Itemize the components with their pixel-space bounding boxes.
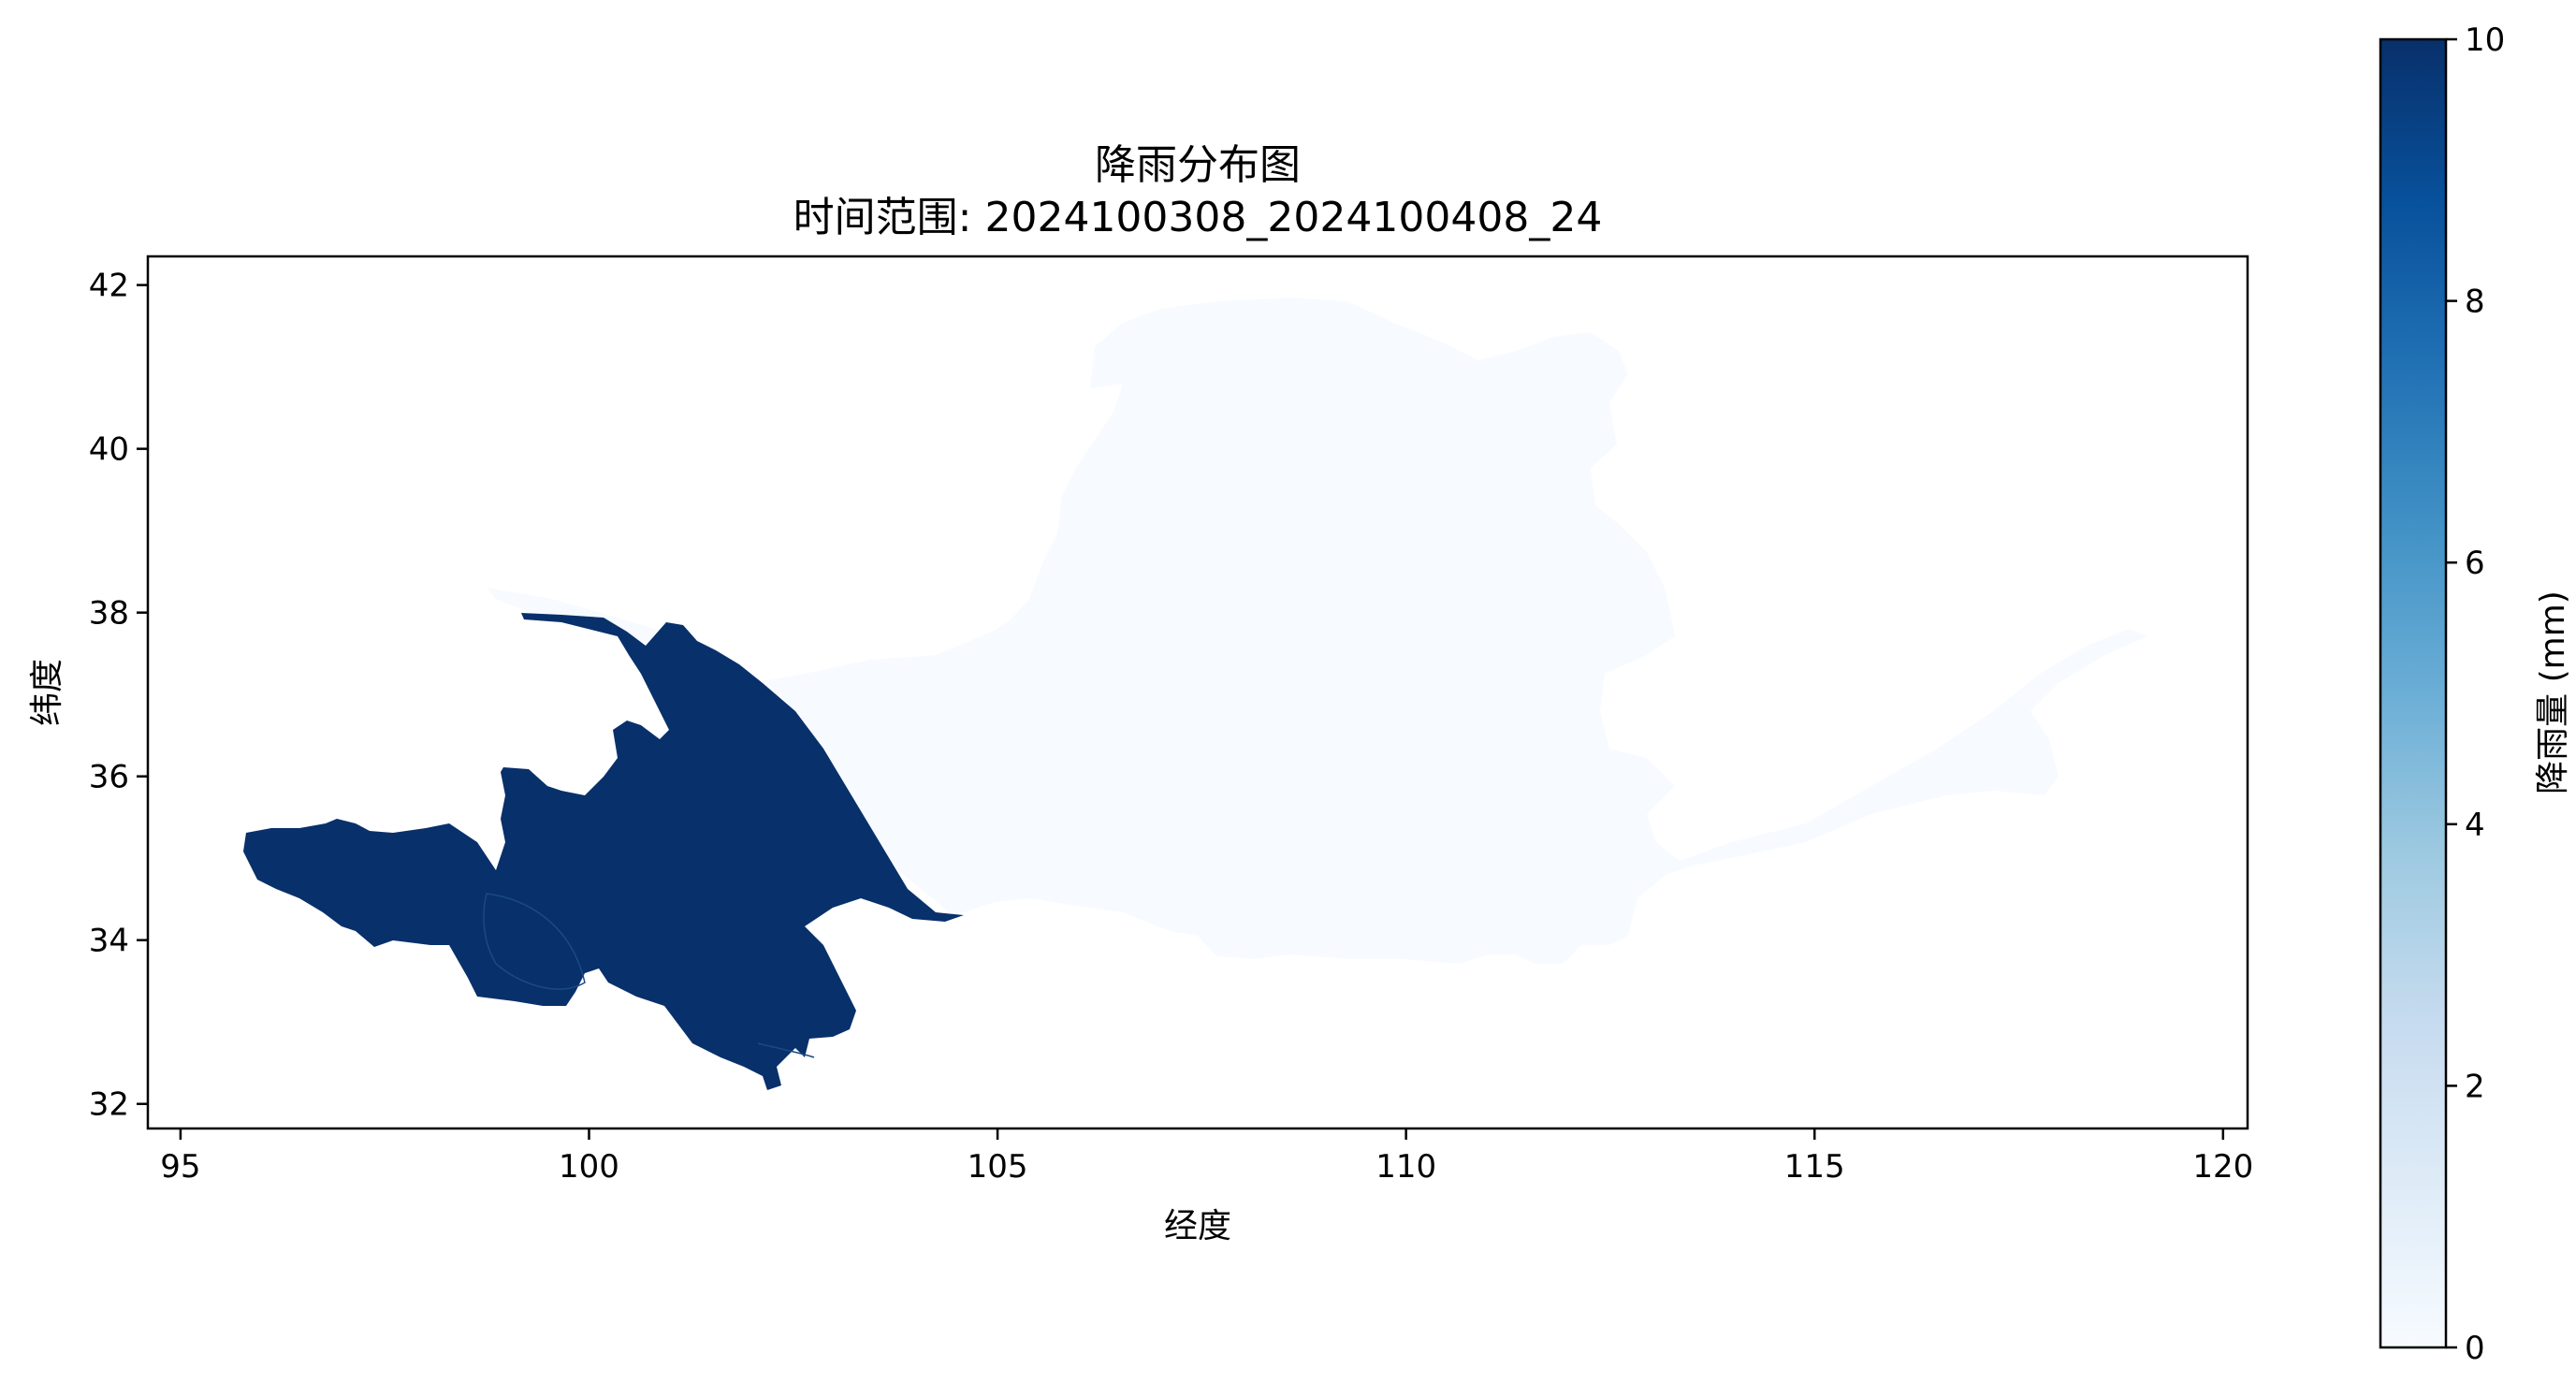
x-tick-label: 120 (2192, 1148, 2253, 1186)
sub-basin-outline (757, 1042, 815, 1058)
map-frame (146, 255, 2249, 1130)
colorbar-frame (2379, 37, 2448, 1349)
colorbar-label: 降雨量 (mm) (2534, 590, 2572, 794)
colorbar-tick-label: 2 (2465, 1068, 2485, 1105)
colorbar-ticks: 0 2 4 6 8 10 (2446, 22, 2505, 1367)
y-axis-label: 纬度 (28, 659, 66, 726)
colorbar-tick-label: 4 (2465, 807, 2485, 844)
y-tick-label: 38 (89, 595, 129, 633)
y-tick-label: 42 (89, 268, 129, 305)
colorbar-tick-label: 6 (2465, 545, 2485, 582)
high-rain-region (243, 613, 964, 1090)
colorbar-tick-label: 0 (2465, 1330, 2485, 1367)
y-tick-label: 34 (89, 923, 129, 960)
sub-basin-outline (483, 893, 586, 990)
x-axis-ticks: 95 100 105 110 115 120 (160, 1128, 2253, 1186)
x-tick-label: 105 (968, 1148, 1028, 1186)
x-axis-label: 经度 (1164, 1207, 1231, 1245)
colorbar-tick-label: 10 (2465, 22, 2505, 59)
y-tick-label: 36 (89, 759, 129, 796)
y-tick-label: 32 (89, 1086, 129, 1124)
x-tick-label: 115 (1784, 1148, 1845, 1186)
low-rain-region (487, 298, 2147, 964)
colorbar-tick-label: 8 (2465, 284, 2485, 321)
y-axis-ticks: 32 34 36 38 40 42 (89, 268, 148, 1124)
y-tick-label: 40 (89, 431, 129, 469)
map-subtitle: 时间范围: 2024100308_2024100408_24 (793, 194, 1603, 241)
x-tick-label: 110 (1375, 1148, 1436, 1186)
x-tick-label: 100 (559, 1148, 619, 1186)
map-plot-area (148, 256, 2248, 1128)
colorbar-gradient (2380, 39, 2446, 1347)
map-title: 降雨分布图 (1095, 141, 1301, 189)
x-tick-label: 95 (160, 1148, 200, 1186)
